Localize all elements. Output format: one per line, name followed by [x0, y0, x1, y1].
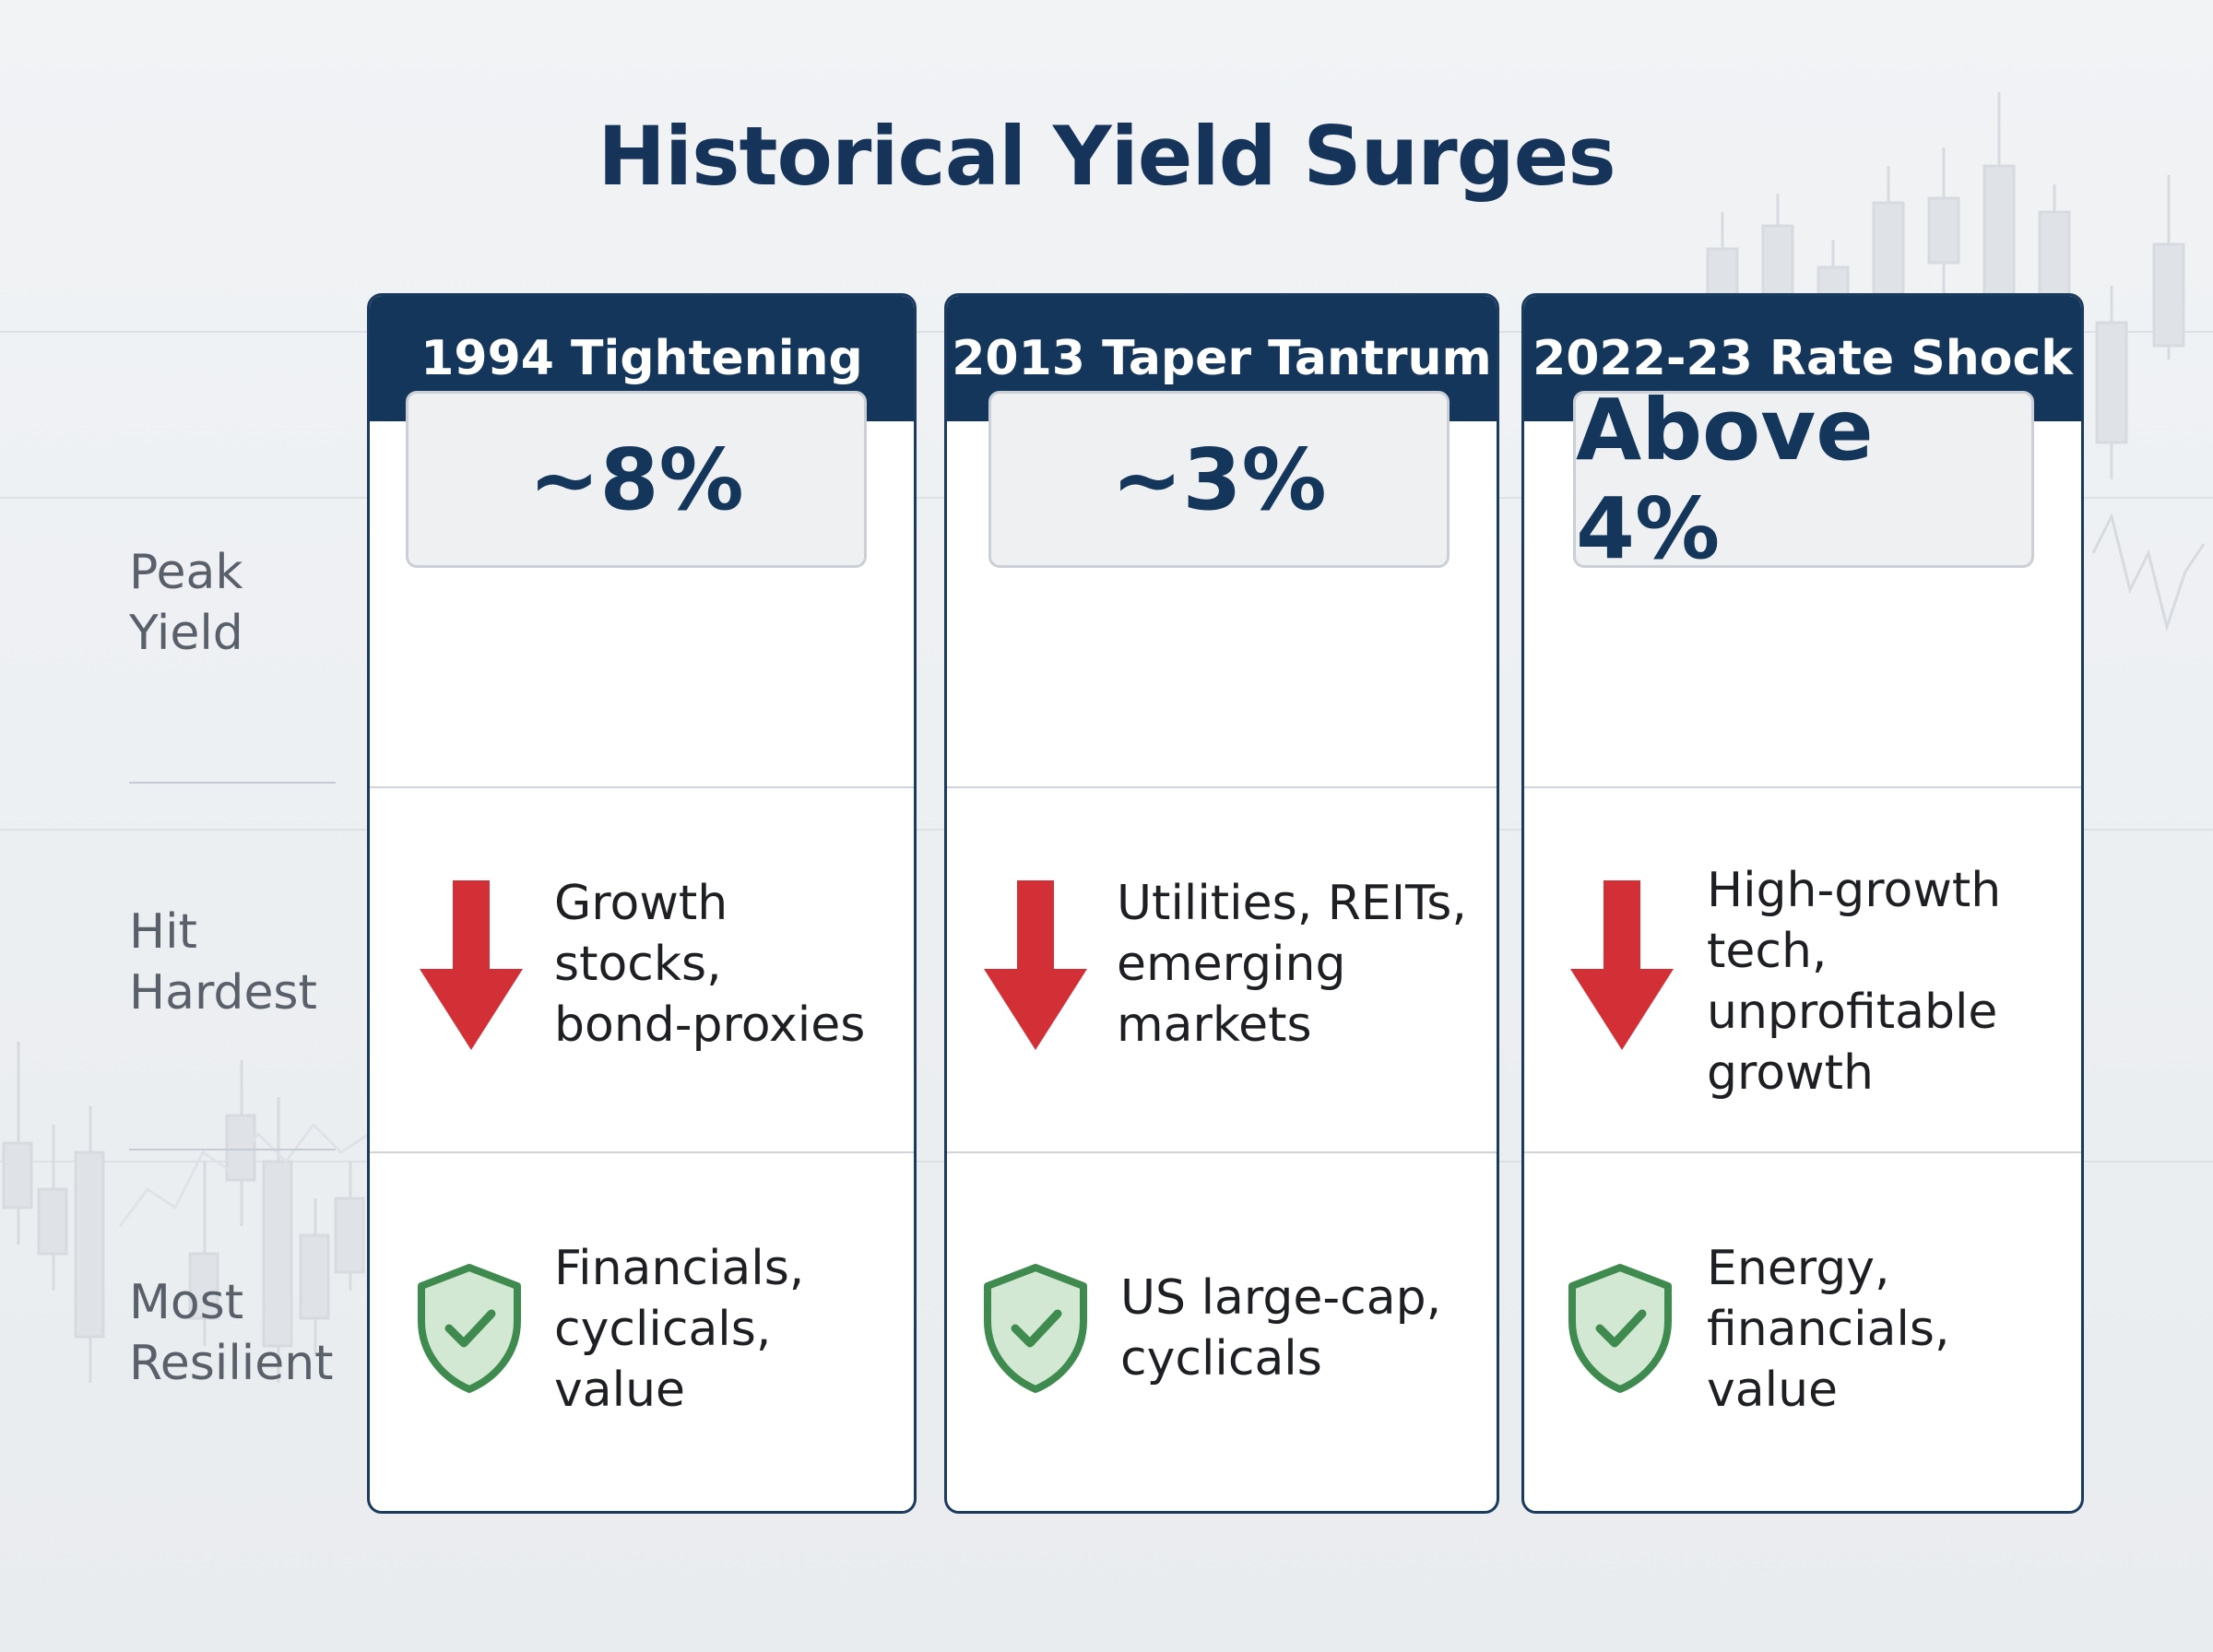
- down-arrow-icon: [1570, 880, 1674, 1050]
- most-resilient-text: Energy, financials, value: [1707, 1241, 1950, 1418]
- down-arrow-icon: [420, 880, 523, 1050]
- hit-hardest-cell: Growth stocks, bond-proxies: [370, 786, 914, 1153]
- shield-check-icon: [984, 1264, 1087, 1393]
- row-divider: [129, 782, 336, 784]
- shield-check-icon: [1568, 1264, 1672, 1393]
- row-label-hit-hardest: Hit Hardest: [129, 904, 317, 1021]
- shield-check-icon: [418, 1264, 521, 1393]
- page-title: Historical Yield Surges: [598, 109, 1615, 204]
- row-label-most-resilient: Most Resilient: [129, 1275, 334, 1391]
- most-resilient-cell: US large-cap, cyclicals: [947, 1151, 1497, 1511]
- hit-hardest-cell: Utilities, REITs, emerging markets: [947, 786, 1497, 1153]
- hit-hardest-text: Growth stocks, bond-proxies: [554, 876, 866, 1053]
- most-resilient-cell: Energy, financials, value: [1524, 1151, 2081, 1511]
- most-resilient-text: Financials, cyclicals, value: [554, 1241, 805, 1418]
- down-arrow-icon: [984, 880, 1087, 1050]
- peak-yield-value: Above 4%: [1573, 381, 2034, 578]
- peak-yield-value: ~8%: [406, 391, 867, 568]
- row-divider: [129, 1149, 336, 1150]
- hit-hardest-cell: High-growth tech, unprofitable growth: [1524, 786, 2081, 1153]
- most-resilient-cell: Financials, cyclicals, value: [370, 1151, 914, 1511]
- hit-hardest-text: High-growth tech, unprofitable growth: [1707, 863, 2002, 1101]
- hit-hardest-text: Utilities, REITs, emerging markets: [1117, 876, 1467, 1053]
- most-resilient-text: US large-cap, cyclicals: [1120, 1270, 1442, 1386]
- peak-yield-value: ~3%: [988, 391, 1450, 568]
- row-label-peak-yield: Peak Yield: [129, 545, 243, 661]
